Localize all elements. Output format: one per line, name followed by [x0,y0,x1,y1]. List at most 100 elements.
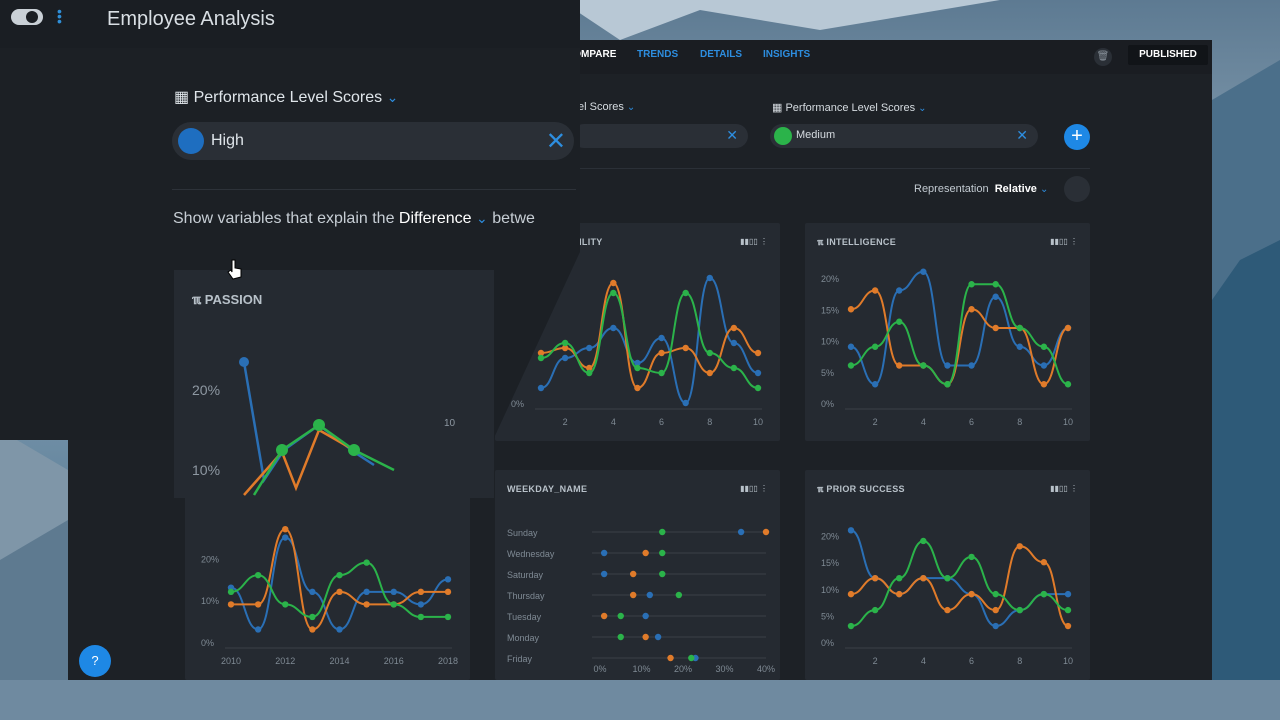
series-line [230,536,449,631]
tab-details[interactable]: DETAILS [700,49,743,60]
data-point [254,571,262,579]
data-point [363,588,370,596]
pill-label: High [211,132,244,149]
card-menu-icon[interactable]: ▮▮▯▯ ⋮ [1050,237,1078,246]
data-point [390,601,397,608]
card-title: …BILITY [563,237,603,247]
data-point [1040,362,1048,369]
data-point [1040,343,1048,350]
data-point [754,369,762,377]
category-label: Friday [507,654,533,664]
x-tick-label: 2 [873,417,878,427]
data-point [1040,559,1048,566]
category-label: Tuesday [507,612,542,622]
add-filter-button[interactable]: + [1064,124,1090,150]
data-point [688,654,695,662]
help-button[interactable]: ? [79,645,111,677]
series-line [850,289,1069,386]
trash-icon[interactable]: 🗑 [1094,48,1112,66]
y-tick-label: 0% [511,399,524,409]
data-point [363,601,370,608]
x-tick-label: 40% [757,664,775,674]
x-tick-label: 6 [969,656,974,666]
overlay-filter-label[interactable]: ▦ Performance Level Scores ⌄ [174,89,399,106]
dot-chart: Sunday Wednesday Saturday Thursday Tuesday Mo… [507,528,775,674]
data-point [227,588,235,596]
y-tick: 10% [192,462,221,478]
data-point [642,633,649,641]
app-header: • • • Employee Analysis [0,0,580,48]
data-point [239,357,249,367]
more-vertical-icon[interactable]: • • • [57,3,62,29]
data-point [617,612,624,620]
published-button[interactable]: PUBLISHED [1128,45,1208,65]
difference-dropdown[interactable]: Difference [398,210,472,227]
data-point [658,349,665,357]
data-point [871,343,879,350]
data-point [682,344,689,352]
data-point [992,622,999,630]
card-menu-icon[interactable]: ▮▮▯▯ ⋮ [740,237,768,246]
data-point [920,362,927,369]
y-tick-label: 5% [821,611,834,621]
data-point [600,570,608,578]
card-menu-icon[interactable]: ▮▮▯▯ ⋮ [740,484,768,493]
data-point [920,268,927,275]
data-point [309,588,316,596]
x-tick-label: 2010 [221,656,241,666]
tab-insights[interactable]: INSIGHTS [763,49,811,60]
data-point [968,553,975,561]
chevron-down-icon: ⌄ [1040,184,1049,195]
tab-trends[interactable]: TRENDS [637,49,679,60]
data-point [659,549,666,557]
close-icon[interactable]: ✕ [726,127,738,143]
data-point [276,444,288,456]
grid-icon: ▦ [174,89,190,106]
x-tick-label: 4 [921,417,926,427]
card-menu-icon[interactable]: ▮▮▯▯ ⋮ [1050,484,1078,493]
data-point [920,574,927,582]
data-point [654,633,662,641]
close-icon[interactable]: ✕ [545,128,566,155]
data-point [646,591,653,599]
hand-cursor-icon [227,259,242,280]
data-point [254,626,262,633]
data-point [847,362,855,369]
data-point [730,339,738,347]
y-tick-label: 10% [201,596,219,606]
chart-card-weekday: WEEKDAY_NAME ▮▮▯▯ ⋮ Sunday Wednesday Satur… [495,470,780,680]
chart-settings-icon[interactable] [1064,176,1090,202]
y-tick-label: 15% [821,305,839,315]
x-tick-label: 4 [611,417,616,427]
y-tick-label: 20% [821,274,839,284]
filter-label-1[interactable]: el Scores ⌄ [578,101,636,113]
page-title: Employee Analysis [107,8,275,30]
data-point [630,591,637,599]
data-point [896,287,903,294]
line-chart: 0% 5% 10% 15% 20% 2 4 6 8 10 [821,527,1073,666]
data-point [754,384,762,392]
x-tick-label: 10 [1063,656,1073,666]
data-point [659,528,666,536]
chevron-down-icon[interactable]: ⌄ [476,210,488,226]
data-point [417,588,425,596]
logo-icon[interactable] [10,6,44,28]
data-point [706,369,713,377]
data-point [871,381,879,388]
x-tick-label: 2 [873,656,878,666]
data-point [634,384,641,392]
series-line [230,528,448,631]
card-title: ℼ INTELLIGENCE [817,237,897,247]
data-point [659,570,666,578]
data-point [610,279,617,287]
tab-compare[interactable]: COMPARE [566,49,617,60]
data-point [968,590,975,598]
y-tick-label: 20% [201,554,219,564]
x-tick-label: 2014 [329,656,349,666]
filter-label-2[interactable]: ▦ Performance Level Scores ⌄ [772,102,927,114]
close-icon[interactable]: ✕ [1016,127,1028,143]
x-tick-label: 6 [969,417,974,427]
representation-selector[interactable]: Representation Relative ⌄ [914,183,1049,195]
data-point [682,289,689,297]
y-tick-label: 10% [821,337,839,347]
